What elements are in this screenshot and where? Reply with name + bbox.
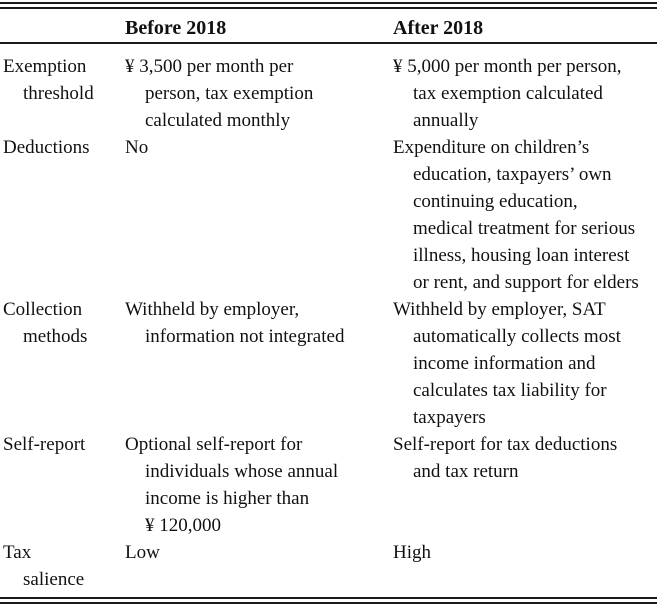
cell-before-deductions: No [125, 137, 149, 158]
cell-before-self-report: Optional self-report for individuals who… [125, 434, 339, 536]
row-label-collection-methods: Collection methods [3, 299, 88, 347]
column-header-after-2018: After 2018 [393, 9, 657, 44]
cell-after-exemption: ¥ 5,000 per month per person, tax exempt… [393, 56, 622, 131]
cell-before-collection: Withheld by employer, information not in… [125, 299, 345, 347]
table-row: Exemption threshold ¥ 3,500 per month pe… [0, 43, 657, 134]
table-row: Self-report Optional self-report for ind… [0, 431, 657, 539]
table-row: Collection methods Withheld by employer,… [0, 296, 657, 431]
table-row: Deductions No Expenditure on children’s … [0, 134, 657, 296]
cell-before-tax-salience: Low [125, 542, 160, 563]
header-row: Before 2018 After 2018 [0, 9, 657, 44]
cell-after-self-report: Self-report for tax deductions and tax r… [393, 434, 618, 482]
top-double-rule [0, 2, 657, 9]
row-label-self-report: Self-report [3, 434, 86, 455]
table-row: Tax salience Low High [0, 539, 657, 593]
cell-after-deductions: Expenditure on children’s education, tax… [393, 137, 639, 293]
comparison-table: Before 2018 After 2018 Exemption thresho… [0, 9, 657, 593]
column-header-before-2018: Before 2018 [125, 9, 393, 44]
cell-before-exemption: ¥ 3,500 per month per person, tax exempt… [125, 56, 314, 131]
row-label-deductions: Deductions [3, 137, 90, 158]
row-label-exemption-threshold: Exemption threshold [3, 56, 94, 104]
bottom-double-rule [0, 597, 657, 604]
cell-after-collection: Withheld by employer, SAT automatically … [393, 299, 621, 428]
header-empty-cell [0, 9, 125, 44]
row-label-tax-salience: Tax salience [3, 542, 85, 590]
cell-after-tax-salience: High [393, 542, 431, 563]
